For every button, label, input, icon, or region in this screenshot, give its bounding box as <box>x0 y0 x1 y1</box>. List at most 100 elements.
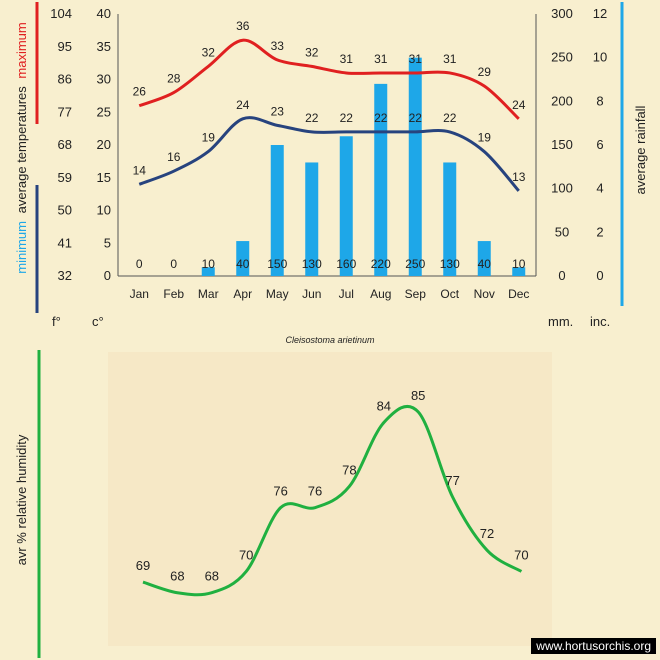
humidity-value-label: 76 <box>308 484 322 499</box>
maximum-temperature-label: 31 <box>409 52 423 66</box>
maximum-temperature-line <box>138 38 520 120</box>
maximum-temperature-label: 28 <box>167 72 181 86</box>
rainfall-bars <box>201 57 526 276</box>
rainfall-value-label: 130 <box>302 257 322 271</box>
mm-tick-label: 200 <box>551 93 573 108</box>
maximum-temperature-label: 32 <box>305 45 319 59</box>
minimum-temperature-label: 19 <box>478 131 492 145</box>
fahrenheit-tick-label: 95 <box>58 39 72 54</box>
rainfall-value-label: 0 <box>170 257 177 271</box>
humidity-line-path <box>142 405 523 597</box>
rainfall-value-label: 40 <box>478 257 492 271</box>
month-label: Apr <box>233 287 252 301</box>
month-label: Aug <box>370 287 391 301</box>
rainfall-bar <box>477 241 491 276</box>
rainfall-bar <box>443 162 457 276</box>
right-axis-label: average rainfall <box>633 105 648 194</box>
celsius-ticks: 0 5 10 15 20 25 30 35 40 <box>97 6 111 283</box>
month-label: Dec <box>508 287 529 301</box>
humidity-value-label: 85 <box>411 388 425 403</box>
minimum-temperature-label: 13 <box>512 170 526 184</box>
celsius-tick-label: 35 <box>97 39 111 54</box>
humidity-panel-background <box>108 352 552 646</box>
fahrenheit-tick-label: 41 <box>58 235 72 250</box>
minimum-temperature-label: 22 <box>305 111 319 125</box>
minimum-temperature-label: 22 <box>340 111 354 125</box>
maximum-temperature-label: 31 <box>443 52 457 66</box>
minimum-temperature-label: 24 <box>236 98 250 112</box>
species-name: Cleisostoma arietinum <box>285 335 375 345</box>
minimum-temperature-label: 22 <box>374 111 388 125</box>
maximum-temperature-label: 36 <box>236 19 250 33</box>
inch-tick-label: 12 <box>593 6 607 21</box>
maximum-temperature-label: 32 <box>202 45 216 59</box>
maximum-temperature-label: 33 <box>271 39 285 53</box>
minimum-temperature-label: 22 <box>443 111 457 125</box>
temperature-value-labels: 26 28 32 36 33 32 31 31 31 31 29 24 14 16 19 24 23 22 22 22… <box>133 19 526 184</box>
celsius-unit-label: c° <box>92 314 104 329</box>
minimum-temperature-label: 22 <box>409 111 423 125</box>
fahrenheit-tick-label: 77 <box>58 104 72 119</box>
left-axis-label: minimum average temperatures maximum <box>14 22 29 274</box>
rainfall-value-labels: 0 0 10 40 150 130 160 220 250 130 40 10 <box>136 257 526 271</box>
mm-tick-label: 150 <box>551 137 573 152</box>
inch-ticks: 0 2 4 6 8 10 12 <box>593 6 607 283</box>
month-labels: Jan Feb Mar Apr May Jun Jul Aug Sep Oct Nov Dec <box>130 287 530 301</box>
maximum-temperature-label: 24 <box>512 98 526 112</box>
mm-tick-label: 50 <box>555 224 569 239</box>
rainfall-value-label: 220 <box>371 257 391 271</box>
celsius-tick-label: 25 <box>97 104 111 119</box>
mm-tick-label: 100 <box>551 181 573 196</box>
minimum-temperature-line <box>138 116 520 192</box>
rainfall-bar <box>236 241 250 276</box>
rainfall-value-label: 160 <box>336 257 356 271</box>
rainfall-value-label: 40 <box>236 257 250 271</box>
rainfall-value-label: 150 <box>267 257 287 271</box>
minimum-temperature-label: 23 <box>271 104 285 118</box>
month-label: Oct <box>440 287 459 301</box>
celsius-tick-label: 0 <box>104 268 111 283</box>
humidity-value-labels: 69 68 68 70 76 76 78 84 85 77 72 70 <box>136 388 529 584</box>
humidity-value-label: 70 <box>514 547 528 562</box>
inch-tick-label: 10 <box>593 50 607 65</box>
humidity-value-label: 78 <box>342 462 356 477</box>
month-label: Jun <box>302 287 321 301</box>
month-label: Feb <box>163 287 184 301</box>
fahrenheit-unit-label: f° <box>52 314 61 329</box>
celsius-tick-label: 10 <box>97 203 111 218</box>
rainfall-value-label: 0 <box>136 257 143 271</box>
month-label: Sep <box>405 287 427 301</box>
temperature-lines <box>138 38 520 192</box>
inch-tick-label: 6 <box>596 137 603 152</box>
celsius-tick-label: 5 <box>104 235 111 250</box>
minimum-temperature-label: 14 <box>133 163 147 177</box>
maximum-temperature-label: 31 <box>340 52 354 66</box>
watermark: www.hortusorchis.org <box>531 638 656 654</box>
month-label: Jan <box>130 287 149 301</box>
inch-tick-label: 4 <box>596 181 603 196</box>
rainfall-bar <box>408 57 422 276</box>
humidity-value-label: 68 <box>170 569 184 584</box>
mm-tick-label: 250 <box>551 50 573 65</box>
fahrenheit-tick-label: 86 <box>58 72 72 87</box>
inch-tick-label: 0 <box>596 268 603 283</box>
rainfall-value-label: 250 <box>405 257 425 271</box>
humidity-value-label: 70 <box>239 547 253 562</box>
humidity-value-label: 76 <box>273 484 287 499</box>
humidity-axis-label: avr % relative humidity <box>14 434 29 565</box>
rainfall-bar <box>270 145 284 276</box>
inch-tick-label: 2 <box>596 224 603 239</box>
fahrenheit-tick-label: 59 <box>58 170 72 185</box>
fahrenheit-tick-label: 50 <box>58 203 72 218</box>
humidity-value-label: 77 <box>445 473 459 488</box>
maximum-temperature-label: 29 <box>478 65 492 79</box>
humidity-line <box>142 405 523 597</box>
mm-ticks: 0 50 100 150 200 250 300 <box>551 6 573 283</box>
mm-tick-label: 300 <box>551 6 573 21</box>
fahrenheit-tick-label: 104 <box>50 6 72 21</box>
rainfall-value-label: 10 <box>512 257 526 271</box>
fahrenheit-tick-label: 32 <box>58 268 72 283</box>
month-label: Jul <box>339 287 354 301</box>
